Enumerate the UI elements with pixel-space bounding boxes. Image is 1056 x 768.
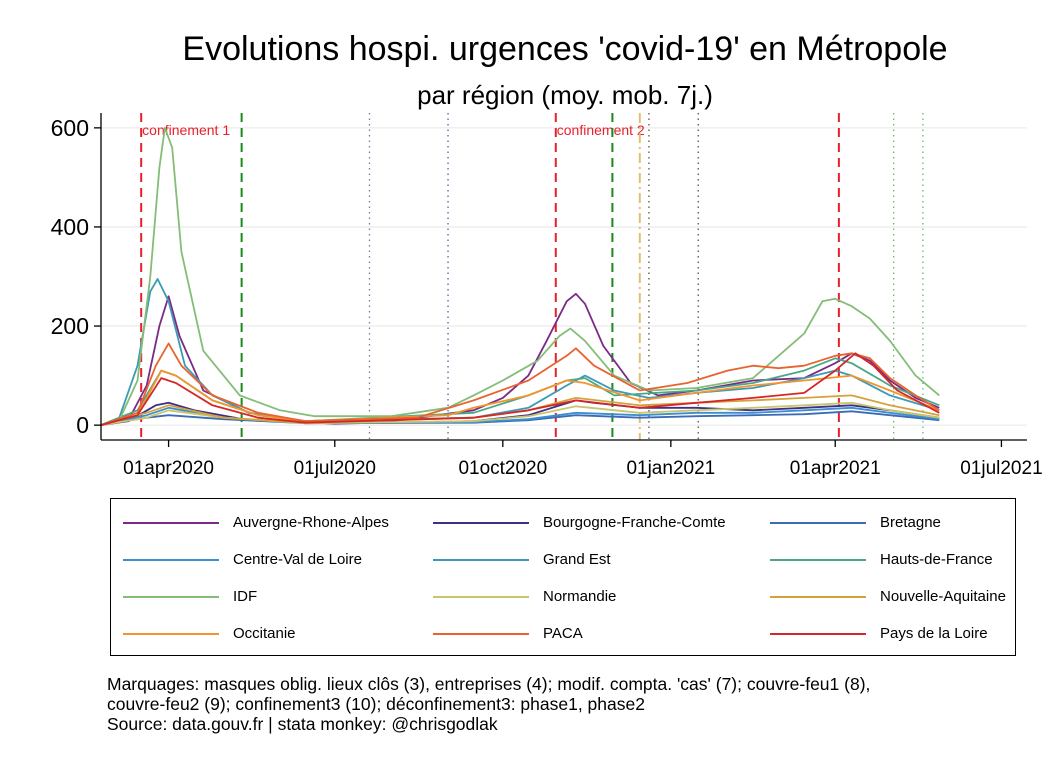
chart-title: Evolutions hospi. urgences 'covid-19' en… [182, 30, 948, 68]
legend-swatch [433, 596, 529, 599]
legend-item: Hauts-de-France [770, 550, 993, 570]
legend-item: PACA [433, 624, 583, 644]
legend-label: Normandie [543, 588, 617, 605]
legend-swatch [770, 522, 866, 525]
legend: Auvergne-Rhone-Alpes Bourgogne-Franche-Co… [110, 498, 1016, 656]
legend-item: Bourgogne-Franche-Comte [433, 513, 726, 533]
legend-swatch [433, 633, 529, 636]
x-tick-label-4: 01apr2021 [790, 458, 881, 479]
legend-swatch [123, 633, 219, 636]
footnote: Marquages: masques oblig. lieux clôs (3)… [107, 674, 870, 734]
x-tick-label-1: 01jul2020 [294, 458, 376, 479]
series-line-pays-de-la-loire [100, 352, 940, 426]
legend-swatch [123, 522, 219, 525]
series-lines [100, 127, 940, 426]
legend-swatch [123, 559, 219, 562]
legend-label: Bretagne [880, 514, 941, 531]
y-tick-label-600: 600 [51, 115, 89, 141]
legend-label: Nouvelle-Aquitaine [880, 588, 1006, 605]
series-line-hauts-de-france [100, 357, 940, 426]
legend-label: Hauts-de-France [880, 551, 993, 568]
legend-item: Normandie [433, 587, 616, 607]
legend-label: Bourgogne-Franche-Comte [543, 514, 726, 531]
gridlines [101, 127, 1027, 426]
legend-label: Centre-Val de Loire [233, 551, 362, 568]
legend-item: IDF [123, 587, 257, 607]
x-tick-label-5: 01jul2021 [960, 458, 1042, 479]
footnote-line-3: Source: data.gouv.fr | stata monkey: @ch… [107, 714, 498, 734]
legend-item: Auvergne-Rhone-Alpes [123, 513, 389, 533]
y-tick-label-200: 200 [51, 313, 89, 339]
series-line-nouvelle-aquitaine [100, 394, 940, 426]
x-tick-label-0: 01apr2020 [123, 458, 214, 479]
legend-label: PACA [543, 625, 583, 642]
series-line-bretagne [100, 410, 940, 426]
legend-label: Pays de la Loire [880, 625, 988, 642]
series-line-normandie [100, 401, 940, 426]
series-line-bourgogne-franche-comte [100, 399, 940, 426]
vline-label-4: confinement 2 [557, 122, 645, 138]
legend-swatch [433, 522, 529, 525]
legend-label: Occitanie [233, 625, 296, 642]
legend-swatch [770, 559, 866, 562]
series-line-occitanie [100, 369, 940, 426]
legend-swatch [770, 596, 866, 599]
legend-label: Grand Est [543, 551, 611, 568]
x-tick-label-2: 01oct2020 [458, 458, 547, 479]
legend-label: Auvergne-Rhone-Alpes [233, 514, 389, 531]
legend-item: Nouvelle-Aquitaine [770, 587, 1006, 607]
series-line-idf [100, 127, 940, 426]
legend-swatch [433, 559, 529, 562]
legend-item: Grand Est [433, 550, 611, 570]
footnote-line-2: couvre-feu2 (9); confinement3 (10); déco… [107, 694, 645, 714]
series-line-centre-val-de-loire [100, 406, 940, 426]
axes: 0 200 400 600 01apr2020 01jul2020 01oct2020 01j… [51, 113, 1043, 479]
legend-item: Pays de la Loire [770, 624, 988, 644]
series-line-grand-est [100, 278, 940, 426]
vline-label-0: confinement 1 [142, 122, 230, 138]
series-line-paca [100, 342, 940, 426]
legend-item: Occitanie [123, 624, 296, 644]
x-tick-label-3: 01jan2021 [626, 458, 715, 479]
legend-item: Bretagne [770, 513, 941, 533]
y-tick-label-400: 400 [51, 214, 89, 240]
legend-swatch [123, 596, 219, 599]
y-tick-label-0: 0 [76, 412, 89, 438]
chart-subtitle: par région (moy. mob. 7j.) [417, 80, 713, 110]
legend-item: Centre-Val de Loire [123, 550, 362, 570]
footnote-line-1: Marquages: masques oblig. lieux clôs (3)… [107, 674, 871, 694]
legend-label: IDF [233, 588, 258, 605]
legend-swatch [770, 633, 866, 636]
